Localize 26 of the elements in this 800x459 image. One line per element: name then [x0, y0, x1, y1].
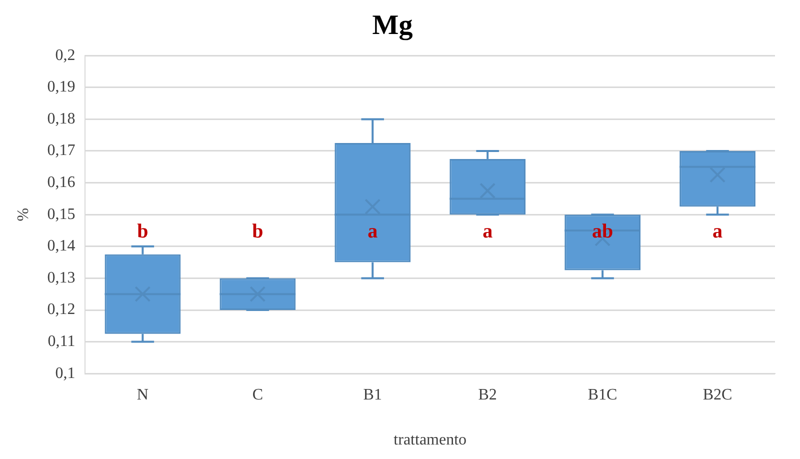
annotation: b — [252, 220, 264, 242]
annotation: b — [137, 220, 148, 242]
y-tick-label: 0,19 — [47, 78, 76, 96]
annotation: a — [482, 220, 493, 242]
y-tick-label: 0,2 — [55, 46, 76, 64]
y-tick-label: 0,16 — [47, 174, 76, 192]
y-tick-label: 0,17 — [47, 142, 76, 160]
x-axis-title: trattamento — [394, 432, 467, 449]
annotation: a — [368, 220, 378, 242]
y-tick-label: 0,15 — [47, 206, 76, 223]
y-tick-label: 0,13 — [47, 269, 76, 286]
y-tick-label: 0,11 — [48, 333, 76, 350]
x-tick-label: B1 — [363, 386, 382, 404]
x-tick-label: B1C — [588, 386, 618, 404]
y-tick-label: 0,12 — [47, 301, 76, 318]
y-tick-label: 0,1 — [55, 364, 76, 382]
x-tick-label: B2 — [478, 386, 497, 404]
annotation: a — [712, 220, 723, 242]
y-axis-title: % — [14, 208, 32, 222]
annotation: ab — [592, 220, 614, 242]
y-tick-label: 0,14 — [47, 238, 76, 255]
x-tick-label: N — [136, 386, 149, 404]
x-tick-label: B2C — [702, 386, 732, 404]
chart-title: Mg — [372, 10, 413, 42]
x-tick-label: C — [252, 386, 263, 404]
y-tick-label: 0,18 — [47, 110, 76, 128]
